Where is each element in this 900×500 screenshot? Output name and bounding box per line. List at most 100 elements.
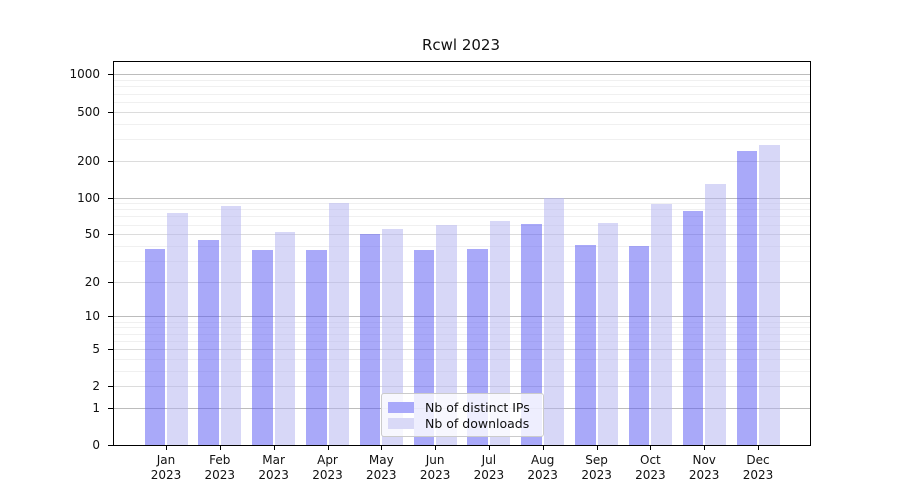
x-tick-label: Mar 2023 [258, 453, 289, 482]
x-tick [758, 445, 759, 450]
y-minor-gridline [114, 327, 810, 329]
bar-downloads-may [382, 229, 403, 445]
bar-distinct-ips-sep [575, 244, 596, 445]
y-major-gridline [114, 348, 810, 350]
x-tick [219, 445, 221, 450]
legend-swatch-distinct-ips [388, 401, 414, 413]
y-tick [108, 316, 113, 318]
y-minor-gridline [114, 203, 810, 205]
y-tick [108, 348, 113, 350]
y-tick-label: 1000 [69, 67, 100, 82]
bar-distinct-ips-nov [682, 210, 704, 445]
y-minor-gridline [114, 123, 810, 125]
y-minor-gridline [114, 216, 810, 218]
y-tick-label: 5 [92, 341, 100, 356]
legend-label-distinct-ips: Nb of distinct IPs [425, 399, 530, 415]
bar-distinct-ips-feb [198, 239, 219, 445]
y-tick-label: 50 [84, 227, 100, 242]
y-minor-gridline [114, 93, 810, 95]
y-tick [108, 386, 113, 388]
bar-distinct-ips-jan [144, 248, 165, 445]
y-minor-gridline [114, 245, 810, 247]
y-tick-label: 200 [77, 153, 100, 168]
y-major-gridline [114, 197, 810, 199]
y-major-gridline [114, 386, 810, 388]
x-tick [327, 445, 329, 450]
y-tick-label: 1 [92, 400, 100, 415]
x-tick-label: Dec 2023 [742, 453, 774, 482]
x-tick [273, 445, 275, 450]
x-tick-label: Nov 2023 [688, 453, 720, 482]
legend-swatch-downloads [388, 417, 414, 429]
bar-downloads-apr [328, 203, 349, 445]
y-tick [108, 197, 113, 199]
bar-downloads-aug [543, 198, 565, 445]
bar-downloads-oct [651, 204, 672, 445]
y-major-gridline [114, 234, 810, 236]
y-tick [108, 160, 113, 162]
y-tick [108, 281, 113, 283]
bar-downloads-jun [436, 224, 457, 445]
plot-area: 0 1 2 5 10 20 50 100 200 500 1000 Jan 2023 Feb 2023 Mar… [69, 61, 811, 482]
y-tick-label: 20 [84, 274, 100, 289]
chart-title: Rcwl 2023 [421, 36, 501, 54]
y-minor-gridline [114, 80, 810, 82]
x-tick-label: Sep 2023 [581, 453, 612, 482]
bar-downloads-mar [274, 232, 296, 445]
y-minor-gridline [114, 86, 810, 88]
legend-label-downloads: Nb of downloads [425, 415, 530, 431]
legend-item-distinct-ips: Nb of distinct IPs [388, 399, 535, 415]
y-tick [108, 234, 113, 236]
x-tick-label: Jul 2023 [473, 453, 505, 482]
bar-downloads-dec [759, 144, 780, 445]
bar-downloads-nov [705, 183, 726, 445]
y-minor-gridline [114, 370, 810, 372]
y-tick-label: 500 [77, 104, 100, 119]
y-minor-gridline [114, 260, 810, 262]
x-tick [435, 445, 437, 450]
bar-distinct-ips-dec [736, 150, 757, 445]
x-tick [650, 445, 652, 450]
y-major-gridline [114, 281, 810, 283]
y-major-gridline [114, 316, 810, 318]
bar-downloads-feb [220, 205, 242, 445]
y-minor-gridline [114, 333, 810, 335]
bar-downloads-sep [597, 222, 619, 445]
y-tick [108, 407, 113, 409]
y-minor-gridline [114, 321, 810, 323]
x-tick-label: Feb 2023 [204, 453, 236, 482]
y-major-gridline [114, 74, 810, 76]
x-tick [166, 445, 167, 450]
x-tick-label: Apr 2023 [312, 453, 343, 482]
bar-distinct-ips-may [359, 234, 381, 445]
bar-distinct-ips-aug [521, 223, 542, 445]
y-tick [108, 74, 113, 76]
y-major-gridline [114, 160, 810, 162]
y-tick [108, 111, 113, 113]
x-tick [596, 445, 598, 450]
y-tick [108, 445, 113, 446]
x-tick-label: May 2023 [366, 453, 397, 482]
y-major-gridline [114, 111, 810, 113]
legend: Nb of distinct IPs Nb of downloads [381, 393, 544, 437]
y-tick-label: 0 [92, 438, 100, 452]
x-tick [542, 445, 544, 450]
bar-distinct-ips-mar [252, 249, 273, 445]
y-tick-label: 2 [92, 379, 100, 394]
bar-distinct-ips-oct [628, 245, 650, 445]
x-tick-label: Jun 2023 [419, 453, 451, 482]
y-minor-gridline [114, 101, 810, 103]
x-tick-label: Aug 2023 [527, 453, 558, 482]
y-minor-gridline [114, 340, 810, 342]
bar-downloads-jan [167, 212, 188, 445]
y-tick-label: 10 [84, 309, 100, 324]
bar-distinct-ips-apr [306, 249, 327, 445]
y-minor-gridline [114, 358, 810, 360]
x-tick [488, 445, 490, 450]
legend-item-downloads: Nb of downloads [388, 415, 535, 431]
x-tick [381, 445, 383, 450]
y-minor-gridline [114, 209, 810, 211]
x-tick [704, 445, 706, 450]
y-tick-label: 100 [77, 190, 100, 205]
